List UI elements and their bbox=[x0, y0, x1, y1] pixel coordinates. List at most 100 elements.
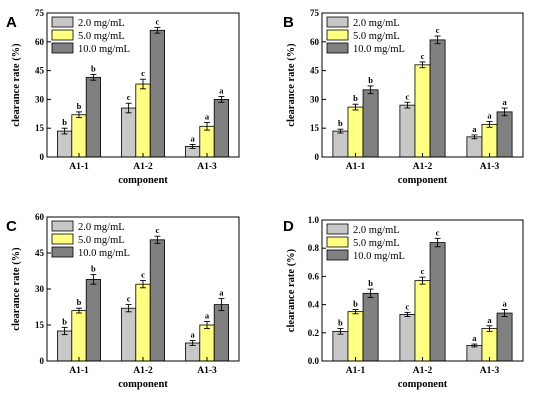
significance-label: c bbox=[141, 270, 145, 280]
bar bbox=[332, 130, 349, 158]
y-tick-label: 1.0 bbox=[308, 215, 320, 225]
y-tick-label: 60 bbox=[35, 212, 45, 222]
panel-B: Bb c a b c a b c a 0 15 30 45 60 75 A1-1 A1-2 A1-3 compone… bbox=[283, 8, 524, 186]
y-tick-label: 45 bbox=[310, 66, 320, 76]
legend-swatch bbox=[326, 223, 349, 235]
legend-swatch bbox=[51, 246, 74, 258]
y-tick-label: 15 bbox=[35, 123, 45, 133]
panel-D: Db c a b c a b c a 0.0 0.2 0.4 0.6 0.8 1.0 A1-1 A1-2 A1-3… bbox=[283, 215, 524, 390]
bar bbox=[213, 99, 229, 158]
significance-label: b bbox=[368, 278, 373, 288]
category-label: A1-2 bbox=[413, 162, 433, 172]
legend: 2.0 mg/mL 5.0 mg/mL 10.0 mg/mL bbox=[51, 220, 130, 259]
category-label: A1-2 bbox=[133, 366, 153, 376]
y-axis-title: clearance rate (%) bbox=[286, 43, 297, 127]
bar bbox=[466, 136, 483, 158]
y-tick-label: 30 bbox=[310, 94, 320, 104]
category-label: A1-1 bbox=[346, 366, 366, 376]
category-label: A1-1 bbox=[69, 162, 89, 172]
y-tick-label: 30 bbox=[35, 284, 45, 294]
y-axis-title: clearance rate (%) bbox=[286, 248, 297, 332]
bar bbox=[429, 39, 446, 158]
x-axis-title: component bbox=[118, 379, 168, 390]
panel-A: Ab c a b c a b c a 0 15 30 45 60 75 A1-1 A1-2 A1-3 compone… bbox=[6, 8, 240, 186]
y-tick-label: 15 bbox=[310, 123, 320, 133]
bar bbox=[347, 106, 364, 158]
bar bbox=[149, 239, 165, 362]
legend-swatch bbox=[51, 29, 74, 41]
legend-label: 10.0 mg/mL bbox=[78, 248, 130, 259]
y-tick-label: 75 bbox=[35, 8, 45, 18]
bar bbox=[57, 330, 73, 362]
category-label: A1-3 bbox=[480, 162, 500, 172]
significance-label: b bbox=[77, 101, 82, 111]
significance-label: c bbox=[406, 301, 410, 311]
y-tick-label: 75 bbox=[310, 8, 320, 18]
legend-label: 10.0 mg/mL bbox=[353, 251, 405, 262]
panel-C: Cb c a b c a b c a 0 15 30 45 60 A1-1 A1-2 A1-3 component… bbox=[6, 212, 240, 390]
legend-swatch bbox=[51, 16, 74, 28]
panel-letter: D bbox=[283, 218, 294, 235]
category-label: A1-3 bbox=[197, 162, 217, 172]
bar bbox=[481, 328, 498, 362]
category-label: A1-3 bbox=[480, 366, 500, 376]
significance-label: b bbox=[338, 118, 343, 128]
bar bbox=[362, 89, 379, 158]
legend-label: 5.0 mg/mL bbox=[78, 31, 125, 42]
significance-label: a bbox=[219, 86, 224, 96]
y-tick-label: 60 bbox=[35, 37, 45, 47]
x-axis-title: component bbox=[398, 175, 448, 186]
legend: 2.0 mg/mL 5.0 mg/mL 10.0 mg/mL bbox=[326, 16, 405, 55]
bar bbox=[414, 64, 431, 158]
bar bbox=[399, 314, 416, 362]
category-label: A1-1 bbox=[69, 366, 89, 376]
significance-label: c bbox=[421, 51, 425, 61]
legend: 2.0 mg/mL 5.0 mg/mL 10.0 mg/mL bbox=[51, 16, 130, 55]
legend-label: 5.0 mg/mL bbox=[353, 238, 400, 249]
bar bbox=[85, 76, 101, 158]
legend-swatch bbox=[326, 42, 349, 54]
bar bbox=[429, 242, 446, 362]
y-tick-label: 0.0 bbox=[308, 356, 320, 366]
significance-label: b bbox=[77, 297, 82, 307]
y-tick-label: 0.8 bbox=[308, 243, 320, 253]
panel-letter: C bbox=[6, 218, 17, 235]
significance-label: b bbox=[353, 299, 358, 309]
bar bbox=[481, 123, 498, 158]
significance-label: b bbox=[353, 93, 358, 103]
panel-letter: B bbox=[283, 14, 294, 31]
y-tick-label: 0 bbox=[40, 356, 45, 366]
significance-label: c bbox=[127, 92, 131, 102]
legend-label: 10.0 mg/mL bbox=[353, 44, 405, 55]
bar bbox=[121, 307, 137, 362]
bar bbox=[199, 125, 215, 158]
y-tick-label: 0.4 bbox=[308, 300, 320, 310]
bar bbox=[85, 278, 101, 362]
legend-label: 5.0 mg/mL bbox=[78, 235, 125, 246]
bar bbox=[149, 29, 165, 158]
significance-label: a bbox=[487, 315, 492, 325]
legend-swatch bbox=[51, 233, 74, 245]
bar bbox=[399, 104, 416, 158]
bar bbox=[135, 283, 151, 362]
significance-label: c bbox=[421, 266, 425, 276]
bar bbox=[414, 280, 431, 362]
significance-label: b bbox=[91, 63, 96, 73]
legend-label: 5.0 mg/mL bbox=[353, 31, 400, 42]
legend-swatch bbox=[326, 249, 349, 261]
significance-label: c bbox=[436, 25, 440, 35]
significance-label: c bbox=[156, 225, 160, 235]
y-tick-label: 0.2 bbox=[308, 328, 320, 338]
bar bbox=[332, 330, 349, 362]
legend-swatch bbox=[51, 42, 74, 54]
significance-label: a bbox=[190, 134, 195, 144]
bar bbox=[57, 130, 73, 158]
significance-label: a bbox=[502, 299, 507, 309]
bar bbox=[135, 83, 151, 158]
significance-label: a bbox=[205, 111, 210, 121]
significance-label: c bbox=[436, 227, 440, 237]
legend-label: 2.0 mg/mL bbox=[353, 225, 400, 236]
category-label: A1-2 bbox=[133, 162, 153, 172]
y-tick-label: 45 bbox=[35, 248, 45, 258]
